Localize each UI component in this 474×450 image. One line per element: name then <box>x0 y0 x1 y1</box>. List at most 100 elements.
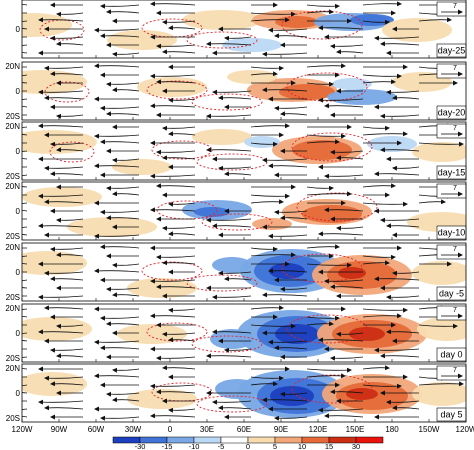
streamline <box>156 79 196 85</box>
streamline <box>330 389 364 395</box>
panel: 7 day 0 20N 0 20S <box>5 303 467 363</box>
colorbar-swatch <box>355 436 384 444</box>
panel: 7 day-10 20N 0 20S <box>5 181 467 241</box>
streamline <box>268 233 308 239</box>
streamline <box>218 270 252 276</box>
streamline <box>306 133 346 139</box>
streamline <box>224 35 252 41</box>
streamline <box>112 292 140 298</box>
streamline <box>22 186 28 188</box>
streamline <box>324 173 364 179</box>
streamline <box>380 217 420 223</box>
streamline <box>224 276 252 282</box>
latitude-label: 0 <box>16 87 21 96</box>
streamline <box>268 163 308 169</box>
streamline <box>156 254 196 260</box>
streamline <box>22 415 28 418</box>
streamline <box>38 89 84 95</box>
streamline <box>22 82 28 84</box>
streamline <box>44 95 84 101</box>
streamline <box>112 87 140 93</box>
streamline <box>106 286 140 292</box>
streamline <box>162 155 196 161</box>
day-label: day-10 <box>438 228 466 238</box>
colorbar-label: 5 <box>273 442 277 450</box>
streamline <box>268 339 308 345</box>
reference-vector-box <box>436 365 467 381</box>
streamline <box>262 292 308 298</box>
anomaly-shading <box>22 317 92 341</box>
streamline <box>150 207 196 213</box>
streamline <box>418 381 464 387</box>
dashed-contour <box>141 261 203 281</box>
streamline <box>218 405 252 411</box>
streamline <box>94 133 140 139</box>
streamline <box>50 35 84 41</box>
anomaly-shading <box>350 14 394 26</box>
streamline <box>162 49 196 55</box>
streamline <box>168 337 196 343</box>
streamline <box>392 270 420 276</box>
streamline <box>306 3 340 9</box>
streamline <box>362 313 402 319</box>
streamline <box>274 105 308 111</box>
streamline <box>112 397 140 403</box>
day-label: day 0 <box>440 350 462 360</box>
contour-lines <box>44 72 368 111</box>
streamline <box>250 381 278 387</box>
streamlines <box>22 244 464 300</box>
reference-vector-box <box>436 1 467 17</box>
dashed-contour <box>281 253 363 283</box>
streamline <box>38 329 84 335</box>
streamline <box>250 193 290 199</box>
streamline <box>418 141 464 147</box>
streamline <box>22 408 28 410</box>
streamline <box>418 17 452 23</box>
anomaly-shading <box>367 136 417 152</box>
anomaly-shading <box>302 205 362 223</box>
streamline <box>380 113 420 119</box>
anomaly-shading <box>112 159 172 175</box>
latitude-label: 0 <box>16 268 21 277</box>
longitude-label: 60E <box>237 425 251 434</box>
dashed-contour <box>196 395 268 413</box>
streamline <box>22 150 28 152</box>
streamline <box>22 202 28 204</box>
longitude-label: 90W <box>51 425 68 434</box>
streamline <box>392 405 420 411</box>
latitude-label: 20N <box>5 122 20 131</box>
streamline <box>250 246 278 252</box>
dashed-contour <box>291 132 373 162</box>
panel: 7 day-25 0 <box>16 0 467 59</box>
streamline <box>330 355 364 361</box>
streamline <box>38 294 84 300</box>
reference-vector-box <box>436 183 467 199</box>
streamline <box>362 383 402 389</box>
streamline <box>38 223 84 229</box>
streamline <box>156 149 196 155</box>
streamline <box>274 345 308 351</box>
streamline <box>262 397 308 403</box>
streamline <box>22 356 28 358</box>
streamline <box>50 246 84 252</box>
streamline <box>22 332 28 334</box>
dashed-contour <box>186 274 258 292</box>
streamline <box>262 51 308 57</box>
streamline <box>22 126 28 128</box>
streamline <box>362 125 390 131</box>
reference-vector-value: 7 <box>453 185 457 192</box>
streamline <box>250 305 284 311</box>
streamline <box>22 226 28 228</box>
streamline <box>318 25 364 31</box>
anomaly-shading <box>412 382 466 406</box>
streamline <box>250 123 290 129</box>
anomaly-shading <box>182 10 262 30</box>
streamline <box>250 375 284 381</box>
dashed-contour <box>281 10 363 40</box>
streamline <box>374 171 420 177</box>
streamline <box>56 113 84 119</box>
streamline <box>306 81 334 87</box>
streamline <box>324 103 364 109</box>
colorbar-label: 30 <box>352 442 360 450</box>
streamline <box>362 254 396 260</box>
